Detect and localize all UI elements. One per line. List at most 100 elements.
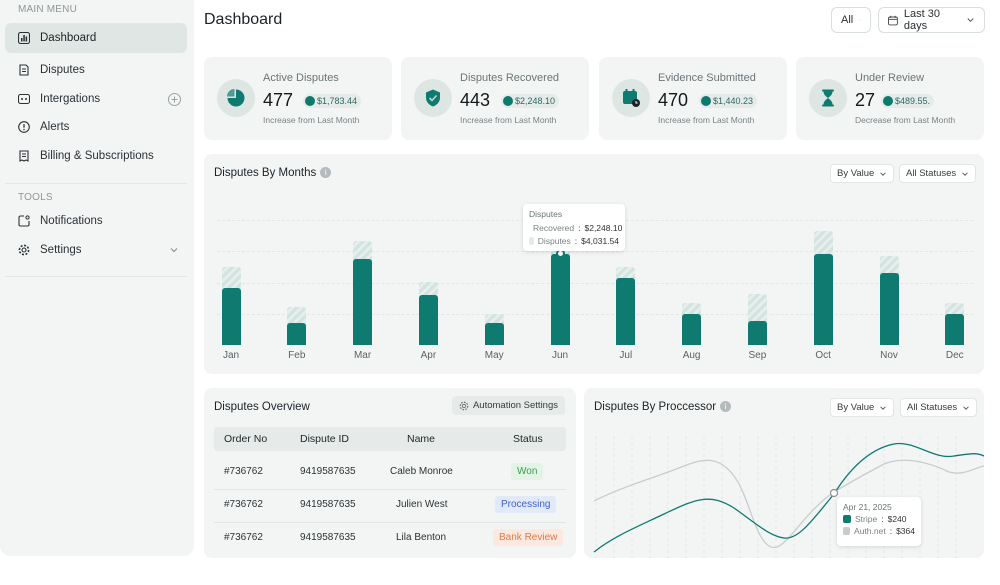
chevron-down-icon — [880, 171, 887, 176]
tooltip-value: $240 — [887, 514, 907, 524]
bar-recovered-jul[interactable] — [616, 278, 636, 345]
sidebar: MAIN MENU Dashboard Disputes Intergation… — [0, 0, 194, 556]
customer-name: Julien West — [396, 499, 448, 510]
stat-amount: $1,783.44 — [317, 96, 358, 106]
month-label: Aug — [682, 350, 701, 361]
processor-line-chart — [593, 436, 984, 558]
bar-recovered-feb[interactable] — [287, 322, 307, 345]
bar-recovered-aug[interactable] — [682, 314, 702, 345]
stat-value: 470 — [658, 90, 689, 110]
order-no: #736762 — [224, 499, 263, 510]
sidebar-item-label: Billing & Subscriptions — [40, 150, 154, 162]
stat-label: Active Disputes — [263, 72, 339, 84]
bar-recovered-mar[interactable] — [353, 259, 373, 345]
all-filter-dropdown[interactable]: All — [831, 7, 871, 33]
month-label: Jul — [619, 350, 633, 361]
stat-amount-badge: $1,783.44 — [303, 94, 362, 108]
dispute-id: 9419587635 — [300, 499, 356, 510]
stat-note: Increase from Last Month — [658, 115, 755, 125]
dollar-icon — [701, 96, 711, 106]
disputes-by-processor-title: Disputes By Proccessor — [594, 401, 717, 413]
add-integration-icon[interactable] — [167, 92, 181, 106]
bar-recovered-oct[interactable] — [813, 253, 833, 345]
bar-recovered-sep[interactable] — [747, 320, 767, 345]
hourglass-icon — [809, 79, 847, 117]
chevron-down-icon — [967, 18, 974, 23]
stat-note: Increase from Last Month — [263, 115, 360, 125]
automation-settings-button[interactable]: Automation Settings — [451, 396, 565, 415]
chevron-down-icon[interactable] — [167, 243, 181, 257]
column-header[interactable]: Order No — [224, 433, 268, 445]
by-value-dropdown[interactable]: By Value — [830, 398, 895, 417]
month-label: Sep — [748, 350, 767, 361]
sidebar-item-dashboard[interactable]: Dashboard — [5, 23, 187, 53]
dollar-icon — [503, 96, 513, 106]
stat-card-under-review[interactable]: Under Review 27 $489.55. Decrease from L… — [796, 57, 984, 140]
legend-swatch — [529, 237, 534, 245]
gridline — [217, 314, 973, 315]
stat-card-active-disputes[interactable]: Active Disputes 477 $1,783.44 Increase f… — [204, 57, 392, 140]
chevron-down-icon — [859, 19, 861, 21]
dashboard-icon — [17, 31, 31, 45]
stat-card-evidence-submitted[interactable]: Evidence Submitted 470 $1,440.23 Increas… — [599, 57, 787, 140]
gridline — [217, 283, 973, 284]
stat-amount: $2,248.10 — [515, 96, 556, 106]
info-icon[interactable]: i — [720, 401, 732, 412]
sidebar-item-label: Dashboard — [40, 32, 97, 44]
bar-recovered-jun[interactable] — [550, 253, 570, 345]
tooltip-title: Disputes — [529, 209, 563, 219]
month-label: Jan — [222, 350, 240, 361]
auth-net-line — [593, 459, 984, 549]
column-header[interactable]: Status — [513, 433, 543, 445]
bar-recovered-jan[interactable] — [221, 287, 241, 345]
status-badge: Bank Review — [493, 529, 564, 546]
gear-icon — [459, 401, 469, 410]
calendar-icon — [888, 15, 898, 25]
data-point-marker — [829, 488, 839, 498]
stat-note: Decrease from Last Month — [855, 115, 956, 125]
bar-recovered-nov[interactable] — [879, 273, 899, 345]
months-tooltip: Disputes Recovered: $2,248.10 Disputes: … — [523, 204, 625, 251]
stat-label: Disputes Recovered — [460, 72, 560, 84]
sidebar-item-integrations[interactable]: Intergations — [5, 84, 187, 114]
stat-note: Increase from Last Month — [460, 115, 557, 125]
stat-label: Under Review — [855, 72, 925, 84]
shield-check-icon — [414, 79, 452, 117]
date-range-dropdown[interactable]: Last 30 days — [878, 7, 985, 33]
stat-card-disputes-recovered[interactable]: Disputes Recovered 443 $2,248.10 Increas… — [401, 57, 589, 140]
stat-amount-badge: $2,248.10 — [501, 94, 560, 108]
status-badge: Processing — [495, 496, 557, 513]
sidebar-item-disputes[interactable]: Disputes — [5, 55, 187, 85]
sidebar-item-label: Notifications — [40, 215, 103, 227]
row-divider — [214, 489, 566, 490]
sidebar-item-label: Settings — [40, 244, 82, 256]
stat-amount: $1,440.23 — [713, 96, 754, 106]
column-header[interactable]: Dispute ID — [300, 433, 350, 445]
panel-title: Disputes By Proccessor i — [594, 401, 732, 413]
month-label: Mar — [353, 350, 372, 361]
all-statuses-dropdown[interactable]: All Statuses — [900, 398, 978, 417]
automation-settings-label: Automation Settings — [472, 400, 558, 411]
column-header[interactable]: Name — [407, 433, 436, 445]
sidebar-item-settings[interactable]: Settings — [5, 235, 187, 265]
legend-swatch — [843, 527, 851, 535]
stripe-line — [593, 442, 984, 553]
tooltip-value: $364 — [896, 526, 915, 536]
alert-icon — [17, 120, 31, 134]
legend-swatch — [843, 515, 851, 523]
bar-recovered-may[interactable] — [484, 322, 504, 345]
tooltip-label: Recovered — [533, 223, 575, 233]
by-value-dropdown[interactable]: By Value — [830, 164, 895, 183]
all-statuses-label: All Statuses — [906, 168, 957, 179]
sidebar-item-notifications[interactable]: Notifications — [5, 206, 187, 236]
panel-title: Disputes By Months i — [214, 167, 332, 179]
sidebar-item-billing[interactable]: Billing & Subscriptions — [5, 141, 187, 171]
bar-recovered-apr[interactable] — [418, 295, 438, 345]
sidebar-item-alerts[interactable]: Alerts — [5, 112, 187, 142]
info-icon[interactable]: i — [320, 167, 332, 178]
all-statuses-dropdown[interactable]: All Statuses — [899, 164, 977, 183]
bar-recovered-dec[interactable] — [945, 314, 965, 345]
stat-value: 477 — [263, 90, 294, 110]
tooltip-row-recovered: Recovered: $2,248.10 — [533, 223, 623, 233]
